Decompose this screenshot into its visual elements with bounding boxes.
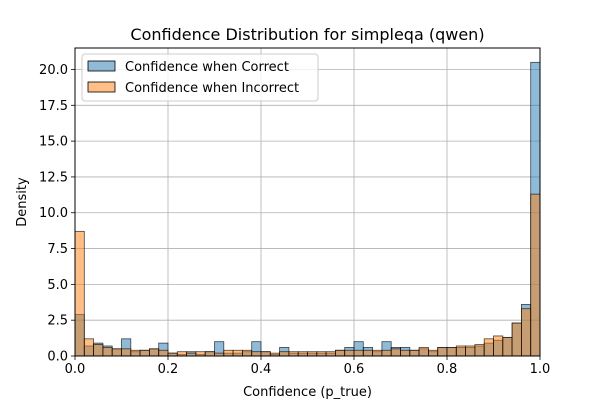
bar-incorrect [130, 349, 141, 357]
bar-incorrect [353, 349, 364, 357]
bar-incorrect [372, 349, 383, 357]
x-tick-label: 0.4 [251, 362, 272, 377]
bar-incorrect [455, 345, 466, 357]
x-axis-label: Confidence (p_true) [243, 385, 372, 400]
bar-incorrect [307, 351, 318, 357]
bar-incorrect [418, 347, 429, 357]
bar-incorrect [111, 348, 122, 357]
x-tick-label: 0.2 [158, 362, 179, 377]
y-tick-label: 17.5 [39, 99, 68, 114]
bar-incorrect [93, 344, 104, 357]
y-tick-label: 2.5 [47, 314, 68, 329]
plot-frame [74, 47, 541, 357]
y-tick-label: 12.5 [39, 170, 68, 185]
bar-incorrect [362, 349, 373, 357]
x-tick-label: 0.0 [65, 362, 86, 377]
bar-incorrect [381, 349, 392, 357]
y-tick-label: 5.0 [47, 278, 68, 293]
bar-incorrect [530, 193, 541, 357]
bar-incorrect [483, 338, 494, 357]
y-tick-label: 20.0 [39, 63, 68, 78]
x-tick-label: 0.8 [437, 362, 458, 377]
bar-incorrect [316, 351, 327, 357]
y-tick-label: 0.0 [47, 350, 68, 365]
bar-incorrect [251, 351, 262, 357]
bar-incorrect [334, 349, 346, 357]
bar-incorrect [232, 349, 243, 357]
bar-incorrect [297, 351, 308, 357]
bar-incorrect [502, 336, 513, 357]
bar-incorrect [288, 351, 299, 357]
x-tick-label: 1.0 [530, 362, 551, 377]
bar-incorrect [204, 351, 215, 357]
bar-incorrect [158, 349, 169, 357]
bar-incorrect [176, 351, 188, 357]
bar-incorrect [400, 349, 411, 357]
bar-incorrect [195, 351, 206, 357]
legend: Confidence when Correct Confidence when … [81, 53, 319, 102]
bar-incorrect [260, 351, 271, 357]
bar-incorrect [74, 230, 85, 357]
y-tick-label: 7.5 [47, 242, 68, 257]
y-axis-ticks: 0.0 2.5 5.0 7.5 10.0 12.5 15.0 17.5 20.0 [39, 63, 75, 365]
bar-incorrect [446, 347, 457, 357]
bar-incorrect [427, 349, 439, 357]
y-axis-label: Density [15, 177, 30, 227]
bar-incorrect [474, 344, 485, 357]
legend-swatch-incorrect [87, 81, 116, 93]
legend-label-incorrect: Confidence when Incorrect [125, 81, 299, 96]
bar-incorrect [121, 348, 132, 357]
bar-incorrect [279, 351, 290, 357]
x-axis-ticks: 0.0 0.2 0.4 0.6 0.8 1.0 [65, 356, 551, 377]
bar-incorrect [325, 351, 336, 357]
bar-incorrect [437, 347, 448, 357]
bar-incorrect [521, 308, 532, 357]
bar-incorrect [223, 349, 234, 357]
legend-box [81, 53, 319, 102]
y-tick-label: 15.0 [39, 135, 68, 150]
x-tick-label: 0.6 [344, 362, 365, 377]
bar-incorrect [241, 349, 253, 357]
bar-incorrect [139, 349, 150, 357]
bar-incorrect [102, 347, 113, 357]
bar-incorrect [409, 349, 420, 357]
chart-title: Confidence Distribution for simpleqa (qw… [130, 25, 484, 44]
bar-incorrect [390, 348, 401, 357]
bar-incorrect [465, 345, 476, 357]
bar-incorrect [493, 335, 504, 357]
legend-swatch-correct [87, 60, 116, 72]
bar-incorrect [83, 338, 95, 357]
bar-incorrect [148, 348, 160, 357]
y-tick-label: 10.0 [39, 206, 68, 221]
bar-incorrect [511, 322, 522, 357]
legend-label-correct: Confidence when Correct [125, 60, 289, 75]
bar-incorrect [344, 349, 355, 357]
